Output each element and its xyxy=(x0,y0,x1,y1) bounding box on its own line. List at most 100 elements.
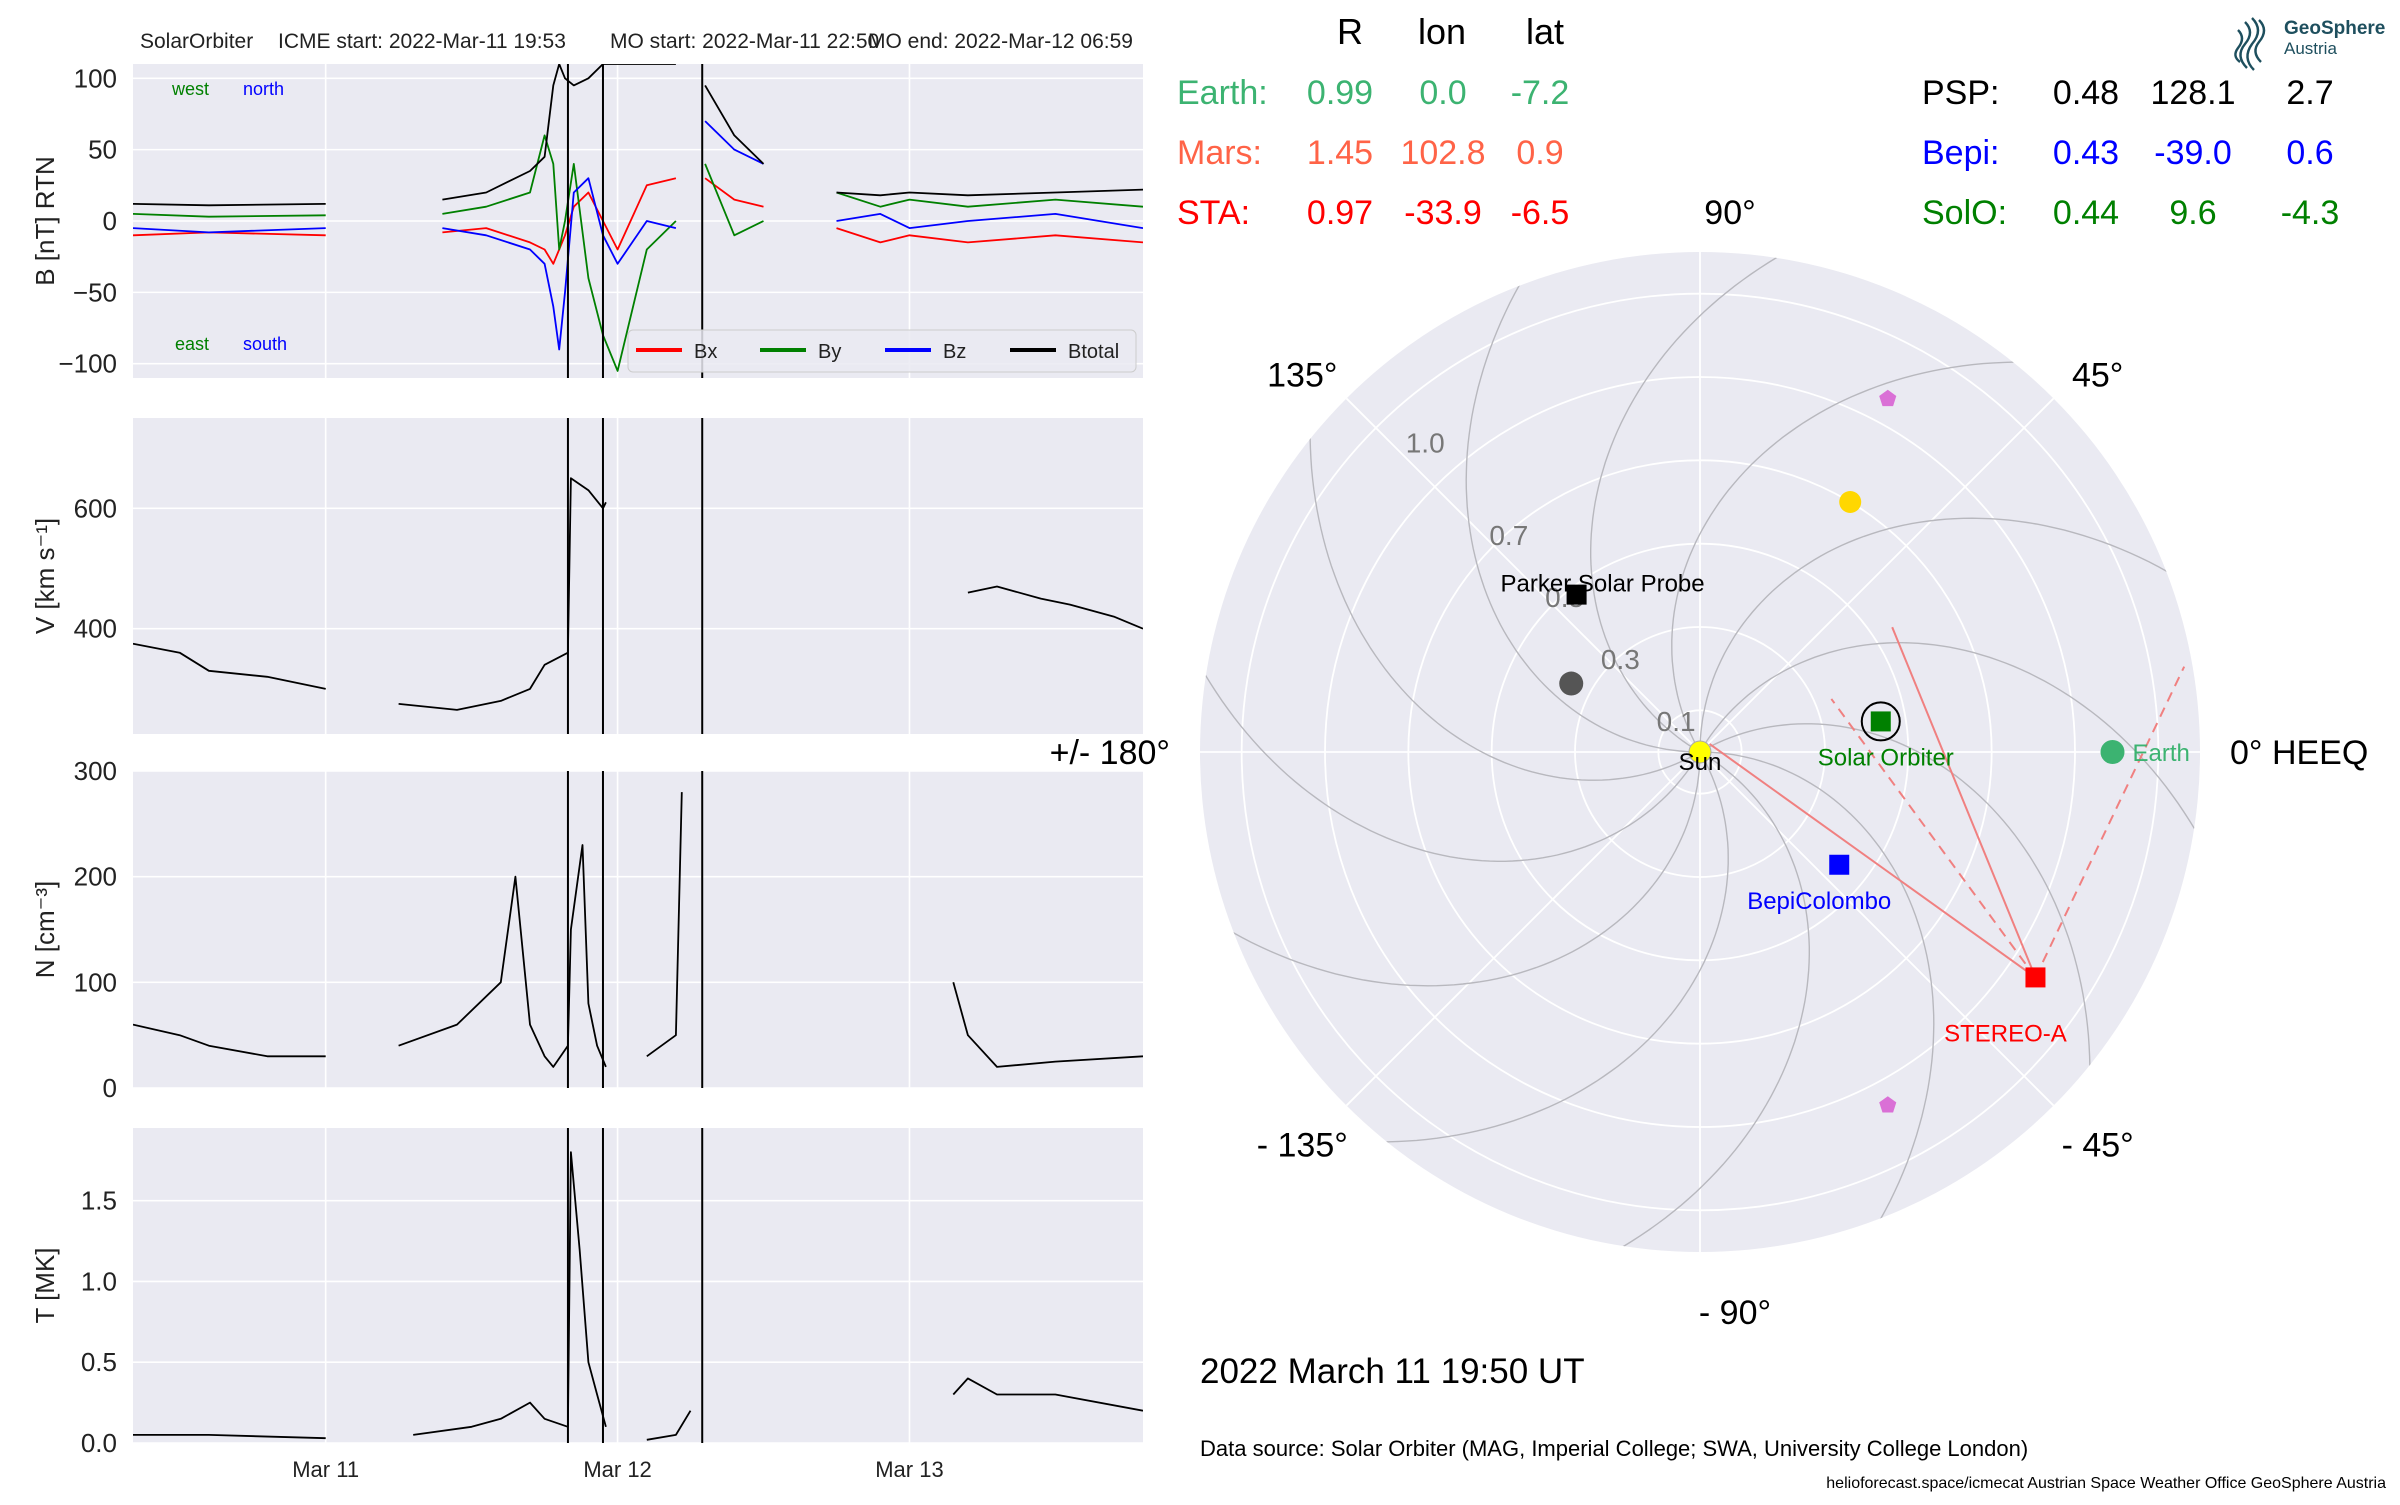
panel-V: 600 400 V [km s⁻¹] xyxy=(30,418,1143,734)
panel-T: 1.5 1.0 0.5 0.0 T [MK] xyxy=(30,1128,1143,1458)
positions-table: R lon lat Earth: 0.99 0.0 -7.2 Mars: 1.45 102.… xyxy=(1177,11,2339,232)
north-annotation: north xyxy=(243,79,284,99)
series-line-By xyxy=(133,134,1143,372)
geosphere-logo: GeoSphere Austria xyxy=(2234,17,2385,71)
stereo-a-fov-lines xyxy=(1708,626,2186,979)
table-cell-r: 0.99 xyxy=(1307,74,1373,112)
spiral-arm xyxy=(1320,751,1729,1143)
radial-tick-label: 0.1 xyxy=(1657,706,1696,737)
icme-start-label: ICME start: 2022-Mar-11 19:53 xyxy=(278,30,566,53)
series-line-Btotal xyxy=(133,64,1143,207)
plot-datetime: 2022 March 11 19:50 UT xyxy=(1200,1352,1585,1391)
legend: Bx By Bz Btotal xyxy=(627,329,1137,373)
sta-dashed-line xyxy=(2034,666,2186,978)
y-tick-label: 600 xyxy=(74,493,117,523)
angle-label: 45° xyxy=(2072,356,2123,394)
angle-label: - 45° xyxy=(2062,1127,2134,1165)
y-axis-label: B [nT] RTN xyxy=(30,156,60,286)
table-cell-r: 0.48 xyxy=(2053,74,2119,112)
pentagon-marker xyxy=(1879,1096,1897,1113)
table-cell-r: 0.97 xyxy=(1307,194,1373,232)
spiral-arm xyxy=(1200,616,1701,862)
spiral-arm xyxy=(1590,252,1836,753)
y-axis-label: T [MK] xyxy=(30,1247,60,1323)
sun-label: Sun xyxy=(1679,749,1722,776)
series-line-V xyxy=(133,477,1143,711)
series-line-N xyxy=(133,792,1143,1068)
y-tick-label: 1.5 xyxy=(81,1186,117,1216)
solar-orbiter-marker xyxy=(1870,711,1891,732)
spiral-arm xyxy=(1699,723,2091,1132)
mo-start-label: MO start: 2022-Mar-11 22:50 xyxy=(610,30,879,53)
series-group xyxy=(133,64,1143,372)
table-row-name: Earth: xyxy=(1177,74,1268,112)
legend-box xyxy=(627,329,1137,373)
solar-orbiter-label: Solar Orbiter xyxy=(1818,744,1954,771)
spiral-arm xyxy=(1564,751,1810,1252)
table-cell-lon: -33.9 xyxy=(1404,194,1482,232)
sta-solid-line xyxy=(1708,743,2037,979)
x-tick-label: Mar 12 xyxy=(583,1457,651,1482)
legend-label-Bz: Bz xyxy=(943,341,966,363)
spacecraft-title: SolarOrbiter xyxy=(140,30,253,53)
spiral-arm xyxy=(1671,361,2080,753)
parker-solar-probe-label: Parker Solar Probe xyxy=(1501,571,1705,598)
y-tick-label: 100 xyxy=(74,967,117,997)
mo-end-label: MO end: 2022-Mar-12 06:59 xyxy=(868,30,1133,53)
table-cell-r: 0.44 xyxy=(2053,194,2119,232)
legend-label-By: By xyxy=(818,341,841,363)
credits-line: helioforecast.space/icmecat Austrian Spa… xyxy=(1826,1475,2386,1492)
parker-spirals xyxy=(1200,252,2200,1252)
table-cell-lon: -39.0 xyxy=(2154,134,2232,172)
panel-N: 300 200 100 0 N [cm⁻³] xyxy=(30,756,1143,1103)
data-source-note: Data source: Solar Orbiter (MAG, Imperia… xyxy=(1200,1436,2028,1461)
parker-solar-probe-marker xyxy=(1566,584,1587,605)
table-cell-lat: -6.5 xyxy=(1511,194,1570,232)
y-tick-label: −100 xyxy=(58,349,117,379)
x-tick-label: Mar 13 xyxy=(875,1457,943,1482)
legend-label-Btotal: Btotal xyxy=(1068,341,1119,363)
table-cell-lat: 0.6 xyxy=(2286,134,2333,172)
solo-ring xyxy=(1860,701,1901,742)
y-tick-label: 100 xyxy=(74,63,117,93)
polar-spoke xyxy=(1699,397,2055,753)
table-cell-lat: -4.3 xyxy=(2281,194,2340,232)
stereo-a-marker xyxy=(2025,967,2046,988)
radial-tick-label: 0.3 xyxy=(1601,644,1640,675)
logo-text-line2: Austria xyxy=(2284,39,2337,58)
angle-label: - 90° xyxy=(1699,1294,1771,1332)
panel-B: 100 50 0 −50 −100 B [nT] RTN west north east sout… xyxy=(30,63,1143,379)
venus-marker xyxy=(1839,490,1862,513)
table-row-name: STA: xyxy=(1177,194,1250,232)
east-annotation: east xyxy=(175,334,209,354)
y-tick-label: 0 xyxy=(103,206,117,236)
panel-background xyxy=(133,771,1143,1088)
y-axis-label: N [cm⁻³] xyxy=(30,881,60,979)
col-header-lat: lat xyxy=(1526,11,1564,52)
angle-label: 135° xyxy=(1267,356,1337,394)
logo-swirl-icon xyxy=(2234,17,2266,71)
angle-label: - 135° xyxy=(1257,1127,1348,1165)
series-group xyxy=(133,477,1143,711)
table-row-name: Mars: xyxy=(1177,134,1262,172)
col-header-lon: lon xyxy=(1418,11,1466,52)
spiral-arm xyxy=(1309,372,1701,781)
table-cell-r: 0.43 xyxy=(2053,134,2119,172)
table-cell-lat: 2.7 xyxy=(2286,74,2333,112)
polar-spoke xyxy=(1699,751,2055,1107)
x-tick-label: Mar 11 xyxy=(292,1457,359,1482)
bepicolombo-label: BepiColombo xyxy=(1747,888,1891,915)
earth-label: Earth xyxy=(2133,740,2190,767)
polar-spoke xyxy=(1345,397,1701,753)
table-row-name: Bepi: xyxy=(1922,134,2000,172)
table-cell-lon: 9.6 xyxy=(2169,194,2216,232)
spiral-arm xyxy=(1699,517,2200,753)
col-header-r: R xyxy=(1337,11,1363,52)
y-axis-label: V [km s⁻¹] xyxy=(30,518,60,634)
table-row-name: PSP: xyxy=(1922,74,1999,112)
angle-label: 90° xyxy=(1704,194,1755,232)
y-tick-label: 50 xyxy=(88,135,117,165)
mercury-marker xyxy=(1559,671,1584,696)
